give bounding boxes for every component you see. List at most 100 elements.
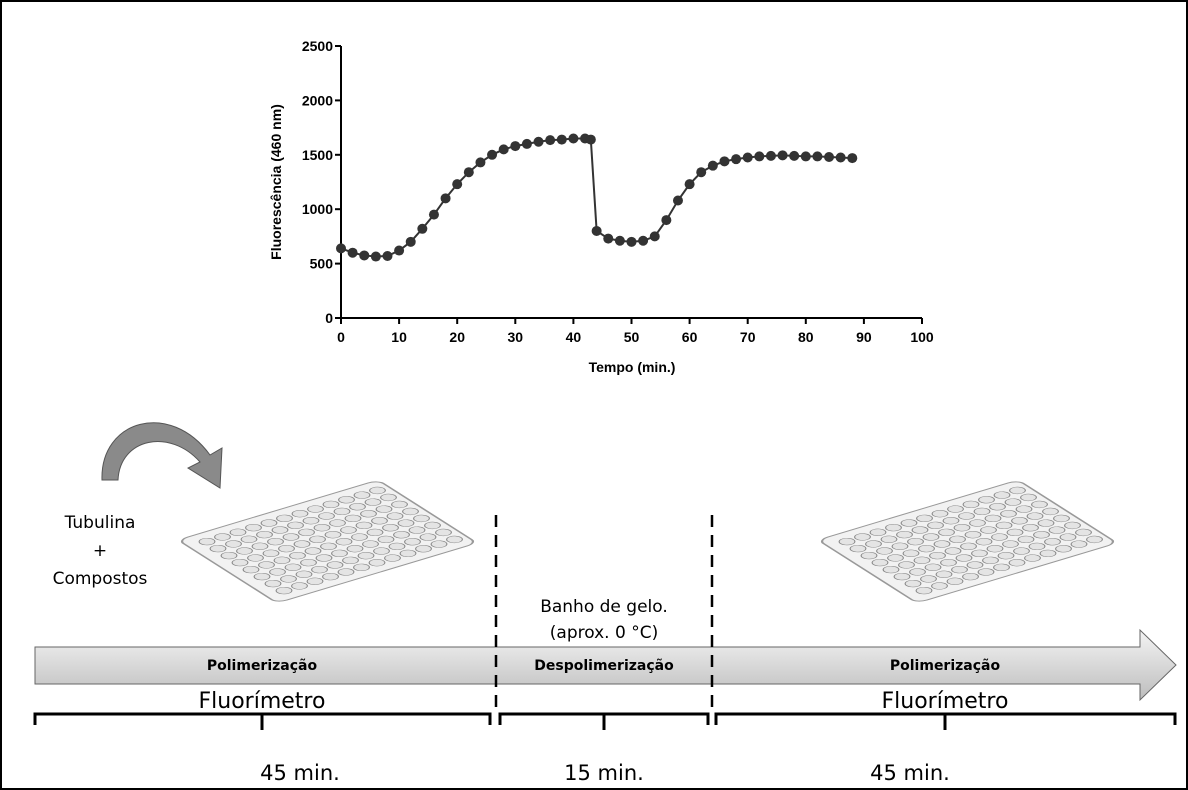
x-tick-label: 60 [682, 329, 698, 345]
well [375, 505, 393, 513]
well [353, 491, 371, 499]
x-tick-label: 90 [856, 329, 872, 345]
well [402, 507, 419, 516]
well [399, 549, 417, 558]
data-point [661, 215, 672, 226]
data-point [417, 223, 428, 234]
well [904, 579, 922, 588]
well [975, 538, 993, 546]
well [287, 521, 304, 529]
phase-label: Polimerização [207, 658, 318, 674]
well [380, 493, 397, 502]
well [871, 558, 889, 567]
x-tick-label: 70 [740, 329, 756, 345]
well [927, 521, 944, 529]
well [209, 544, 227, 553]
well [355, 521, 373, 530]
y-tick-label: 2500 [302, 38, 333, 54]
well [236, 547, 253, 555]
well [1048, 526, 1066, 534]
well [865, 540, 882, 548]
phase-label: Polimerização [890, 658, 1001, 674]
well [360, 510, 377, 518]
data-point [347, 247, 358, 258]
well [1086, 535, 1103, 544]
well [1009, 486, 1026, 495]
well [273, 556, 291, 564]
y-tick-label: 1000 [302, 201, 333, 217]
well [1011, 517, 1028, 525]
ice-bath-label: (aprox. 0 °C) [550, 623, 658, 643]
data-point [510, 141, 521, 152]
well [253, 572, 271, 581]
well [978, 496, 995, 504]
well [984, 514, 1002, 523]
duration-label: 15 min. [564, 761, 644, 785]
well [949, 535, 966, 543]
y-tick-label: 0 [325, 310, 333, 326]
well [1059, 533, 1077, 541]
bracket [33, 712, 1177, 730]
well [1028, 542, 1046, 551]
well [973, 507, 991, 516]
well [393, 531, 410, 539]
well [969, 519, 986, 527]
well [893, 572, 911, 581]
well [902, 549, 920, 557]
well [946, 577, 964, 585]
data-point [789, 150, 800, 161]
data-point [463, 167, 474, 178]
well [982, 556, 999, 564]
data-point [585, 134, 596, 145]
well [929, 552, 946, 560]
data-point [777, 150, 788, 161]
well [1002, 540, 1019, 548]
well [329, 519, 346, 527]
well [391, 500, 408, 509]
well [947, 505, 964, 513]
data-point [812, 151, 823, 162]
well [262, 549, 280, 557]
well [333, 507, 351, 516]
well [876, 547, 893, 555]
well [220, 551, 238, 560]
well [971, 549, 988, 557]
well [1042, 507, 1059, 516]
data-point [370, 251, 381, 262]
well [997, 552, 1015, 560]
data-point [626, 236, 637, 247]
data-point [428, 209, 439, 220]
data-point [742, 152, 753, 163]
well [307, 505, 324, 513]
well [885, 524, 902, 532]
well [295, 570, 313, 578]
well [1044, 538, 1061, 546]
well [371, 517, 388, 525]
well [369, 486, 386, 495]
well [993, 563, 1010, 571]
well [958, 512, 975, 520]
well [424, 521, 441, 530]
well [898, 561, 915, 569]
well [991, 533, 1008, 541]
well [384, 554, 401, 562]
well [935, 570, 953, 578]
well [980, 526, 997, 534]
well [1006, 528, 1024, 537]
data-point [719, 156, 730, 167]
well [920, 575, 937, 583]
well [1070, 540, 1088, 548]
well [225, 540, 242, 548]
well [1075, 528, 1092, 537]
timeline-arrow [34, 628, 1177, 702]
well [960, 542, 977, 550]
well [373, 547, 390, 555]
x-tick-label: 10 [391, 329, 407, 345]
data-point [824, 151, 835, 162]
well [340, 526, 357, 534]
well [838, 537, 856, 546]
x-tick-label: 40 [566, 329, 582, 345]
well [282, 533, 300, 541]
well [913, 556, 931, 564]
well [1017, 535, 1035, 544]
